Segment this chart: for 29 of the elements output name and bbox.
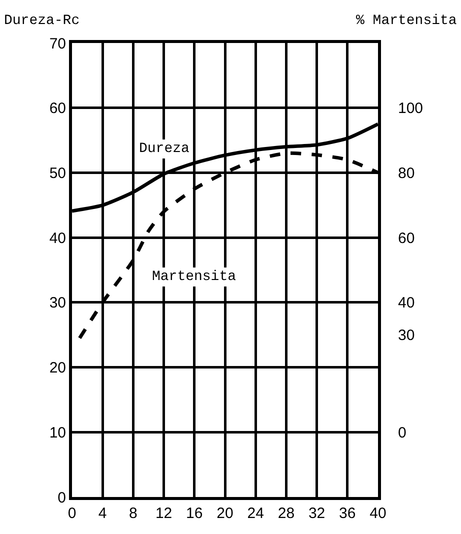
y2-tick-label: 60	[398, 230, 415, 247]
y2-tick-label: 30	[398, 327, 415, 344]
y2-tick-label: 80	[398, 164, 415, 182]
y-tick-label: 50	[49, 164, 66, 182]
x-tick-label: 40	[370, 505, 386, 522]
y2-tick-label: 40	[398, 294, 415, 312]
y-tick-label: 60	[49, 100, 66, 118]
x-tick-label: 12	[155, 505, 172, 522]
x-tick-label: 20	[216, 505, 234, 522]
x-tick-label: 8	[129, 505, 138, 522]
y2-tick-label: 0	[398, 424, 406, 442]
x-tick-label: 36	[339, 505, 356, 522]
x-tick-label: 4	[98, 505, 107, 522]
y-tick-label: 70	[49, 35, 66, 52]
x-tick-label: 16	[186, 505, 203, 522]
y-tick-label: 0	[58, 489, 66, 506]
series-label: Dureza	[139, 141, 190, 157]
y-tick-label: 30	[49, 294, 66, 312]
y-tick-label: 20	[49, 360, 66, 377]
x-tick-label: 24	[247, 505, 264, 522]
y-tick-label: 10	[49, 424, 66, 442]
y-axis-title: Dureza-Rc	[4, 13, 80, 29]
x-tick-label: 28	[278, 505, 295, 522]
y2-tick-label: 100	[398, 100, 424, 118]
x-tick-label: 0	[68, 505, 76, 522]
x-tick-label: 32	[308, 505, 326, 522]
y-tick-label: 40	[49, 230, 66, 247]
series-label: Martensita	[152, 269, 236, 285]
y2-axis-title: % Martensita	[356, 13, 457, 29]
